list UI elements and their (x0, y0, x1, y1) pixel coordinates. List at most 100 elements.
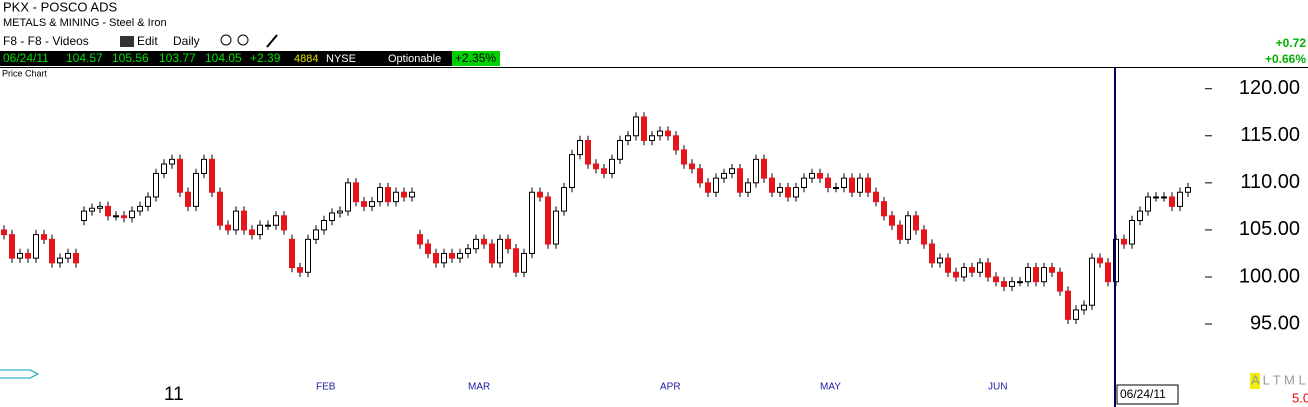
candle-body (1065, 290, 1071, 320)
x-tick-label: 11 (164, 384, 184, 405)
candle-body (289, 238, 295, 269)
plot: 95.00 100.00 105.00 110.00 115.00 120.00 11 FEB… (1, 77, 1300, 405)
candle-body (65, 252, 71, 259)
candle-body (417, 234, 423, 245)
candle-body (673, 135, 679, 151)
candle-body (169, 158, 175, 165)
candle-body (849, 177, 855, 193)
x-tick-label: JUN (988, 382, 1007, 393)
candle-body (1, 229, 7, 236)
candle-body (17, 252, 23, 259)
candle-body (137, 205, 143, 212)
candle-body (737, 168, 743, 193)
candle-body (809, 172, 815, 179)
panel-label: Price Chart (2, 68, 48, 78)
zoom-in[interactable] (220, 34, 232, 46)
candle-body (425, 243, 431, 254)
candle-body (921, 229, 927, 245)
candle-body (521, 252, 527, 273)
candle-body (385, 187, 391, 203)
candle-body (449, 252, 455, 259)
edit-icon[interactable] (120, 36, 134, 47)
candle-body (873, 191, 879, 203)
cursor-date: 06/24/11 (1120, 387, 1166, 401)
candle-body (665, 130, 671, 137)
watchlist[interactable]: F8 - F8 - Videos (3, 34, 89, 48)
candle-body (225, 224, 231, 231)
side-pct: +0.66% (1265, 52, 1306, 66)
candle-body (841, 177, 847, 189)
candle-body (889, 215, 895, 226)
candle-body (281, 215, 287, 231)
candle-body (497, 238, 503, 264)
candle-body (145, 196, 151, 207)
scroll-handle[interactable] (0, 369, 40, 379)
candle-body (1057, 271, 1063, 292)
candle-body (313, 229, 319, 240)
candle-body (1049, 267, 1055, 273)
quote-options: Optionable (388, 53, 441, 65)
candle-body (1153, 196, 1159, 199)
candle-body (153, 172, 159, 198)
candle-body (1129, 219, 1135, 245)
x-tick-label: MAY (820, 382, 841, 393)
candle-body (601, 168, 607, 174)
candle-body (481, 238, 487, 245)
candle-body (857, 177, 863, 193)
candle-body (177, 158, 183, 193)
candle-body (305, 238, 311, 273)
candle-body (257, 224, 263, 236)
y-tick-label: 110.00 (1240, 171, 1300, 193)
candle-body (905, 215, 911, 240)
candle-body (249, 229, 255, 236)
draw-tool[interactable] (266, 34, 278, 48)
candle-body (865, 177, 871, 193)
y-tick-label: 120.00 (1239, 77, 1300, 99)
candle-body (945, 257, 951, 273)
candle-body (649, 135, 655, 141)
candle-body (753, 158, 759, 184)
candle-body (1081, 304, 1087, 311)
side-change: +0.72 (1276, 36, 1307, 50)
candle-body (401, 191, 407, 198)
candle-body (641, 116, 647, 141)
corner-mark (1250, 373, 1260, 389)
candle-body (929, 243, 935, 264)
candle-body (609, 158, 615, 174)
candle-body (41, 234, 47, 240)
quote-low: 103.77 (159, 51, 196, 65)
x-tick-label: MAR (468, 382, 490, 393)
candle-body (1121, 238, 1127, 245)
candle-body (1137, 210, 1143, 221)
candle-body (1041, 267, 1047, 283)
candle-body (409, 191, 415, 198)
candle-body (961, 267, 967, 278)
industry: METALS & MINING - Steel & Iron (3, 17, 167, 29)
candle-body (73, 252, 79, 264)
quote-exchange: NYSE (326, 53, 356, 65)
candle-body (769, 177, 775, 193)
quote-volume: 4884 (294, 53, 318, 65)
candle-body (585, 139, 591, 165)
period[interactable]: Daily (173, 34, 200, 48)
edit[interactable]: Edit (137, 34, 158, 48)
candle-body (361, 201, 367, 207)
candle-body (25, 252, 31, 259)
symbol: PKX - POSCO ADS (3, 0, 117, 14)
candle-body (993, 276, 999, 283)
candle-body (721, 172, 727, 179)
candle-body (617, 139, 623, 160)
candle-body (513, 248, 519, 273)
candle-body (241, 210, 247, 231)
candle-body (577, 139, 583, 156)
candle-body (761, 158, 767, 179)
candle-body (193, 172, 199, 207)
candle-body (705, 182, 711, 193)
candle-body (185, 191, 191, 207)
zoom-out[interactable] (237, 34, 249, 46)
candle-body (1017, 281, 1023, 284)
candle-body (633, 116, 639, 137)
candle-body (393, 191, 399, 203)
